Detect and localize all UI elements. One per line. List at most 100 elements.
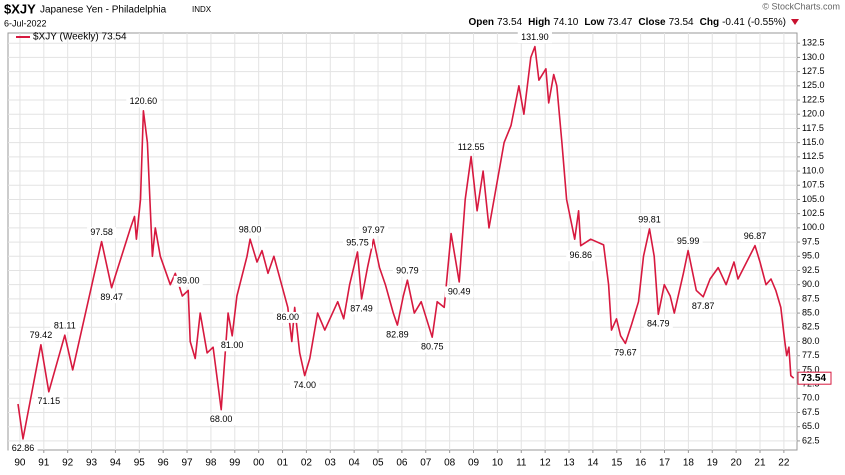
value-label-bg [34, 396, 64, 408]
quote-value: 73.47 [607, 17, 632, 28]
x-tick-label: 15 [611, 458, 623, 469]
y-tick-label: 70.0 [802, 393, 820, 403]
y-tick-label: 122.5 [802, 94, 825, 104]
x-tick-label: 06 [396, 458, 408, 469]
quote-value: 73.54 [497, 17, 522, 28]
y-tick-label: 82.5 [802, 322, 820, 332]
value-label-bg [358, 224, 388, 236]
value-label: 68.00 [210, 414, 233, 424]
y-tick-label: 95.0 [802, 251, 820, 261]
y-tick-label: 87.5 [802, 293, 820, 303]
value-label-bg [688, 301, 718, 313]
x-tick-label: 17 [659, 458, 671, 469]
value-label: 81.00 [221, 340, 244, 350]
quote-label: Chg [700, 17, 719, 28]
value-label-bg [87, 227, 117, 239]
x-tick-label: 10 [492, 458, 504, 469]
value-label: 80.75 [421, 342, 444, 352]
quote-label: Open [468, 17, 494, 28]
quote-value: -0.41 (-0.55%) [722, 17, 786, 28]
last-value-tag [797, 371, 832, 385]
value-label: 97.97 [362, 225, 385, 235]
y-tick-label: 85.0 [802, 307, 820, 317]
y-tick-label: 80.0 [802, 336, 820, 346]
price-line [17, 45, 795, 440]
x-tick-label: 98 [205, 458, 217, 469]
value-label-bg [643, 318, 673, 330]
y-tick-label: 90.0 [802, 279, 820, 289]
x-tick-label: 96 [158, 458, 170, 469]
x-tick-label: 08 [444, 458, 456, 469]
value-label: 71.15 [38, 396, 61, 406]
x-tick-label: 99 [229, 458, 241, 469]
y-tick-label: 120.0 [802, 109, 825, 119]
value-label: 96.86 [569, 250, 592, 260]
x-tick-label: 14 [587, 458, 599, 469]
y-tick-label: 130.0 [802, 52, 825, 62]
value-label-bg [235, 224, 265, 236]
value-label-bg [566, 250, 596, 262]
value-label-bg [454, 142, 489, 154]
value-label-bg [342, 237, 372, 249]
y-tick-label: 62.5 [802, 435, 820, 445]
date: 6-Jul-2022 [4, 18, 47, 28]
value-label: 79.42 [30, 330, 53, 340]
x-tick-label: 07 [420, 458, 432, 469]
quote-label: Close [638, 17, 666, 28]
value-label-bg [50, 320, 80, 332]
value-label: 112.55 [458, 142, 485, 152]
value-label-bg [673, 236, 703, 248]
value-label-bg [417, 341, 447, 353]
x-tick-label: 97 [181, 458, 193, 469]
x-tick-label: 11 [516, 458, 527, 469]
value-label: 89.47 [100, 292, 123, 302]
x-tick-label: 92 [62, 458, 74, 469]
value-label: 62.86 [12, 443, 35, 453]
x-tick-label: 04 [349, 458, 361, 469]
x-tick-label: 91 [38, 458, 50, 469]
quote: Open 73.54 High 74.10 Low 73.47 Close 73.54 Chg -… [468, 17, 786, 28]
value-label-bg [740, 231, 770, 243]
y-tick-label: 110.0 [802, 165, 824, 175]
x-tick-label: 21 [754, 458, 766, 469]
symbol: $XJY [4, 1, 36, 16]
value-label: 97.58 [90, 227, 113, 237]
y-tick-label: 115.0 [802, 137, 824, 147]
value-label: 120.60 [130, 96, 158, 106]
value-label-bg [610, 347, 640, 359]
y-tick-label: 125.0 [802, 80, 825, 90]
value-label-bg [392, 265, 422, 277]
quote-value: 74.10 [553, 17, 578, 28]
value-label: 74.00 [293, 380, 316, 390]
x-tick-label: 22 [778, 458, 790, 469]
value-label: 79.67 [614, 348, 637, 358]
value-label-bg [347, 303, 377, 315]
down-arrow [791, 19, 799, 25]
value-label-bg [217, 340, 247, 352]
value-label-bg [97, 292, 127, 304]
quote-value: 73.54 [669, 17, 694, 28]
y-tick-label: 117.5 [802, 123, 824, 133]
value-label: 98.00 [239, 225, 262, 235]
value-label: 86.00 [277, 312, 300, 322]
x-tick-label: 16 [635, 458, 647, 469]
value-label-bg [444, 286, 474, 298]
value-label-bg [126, 96, 161, 108]
exchange: INDX [192, 5, 212, 14]
value-label: 90.79 [396, 266, 419, 276]
instrument-name: Japanese Yen - Philadelphia [40, 5, 167, 16]
x-tick-label: 03 [325, 458, 337, 469]
y-tick-label: 97.5 [802, 236, 820, 246]
y-tick-label: 100.0 [802, 222, 825, 232]
value-label: 95.75 [346, 237, 369, 247]
x-tick-label: 05 [372, 458, 384, 469]
value-label: 87.87 [692, 301, 715, 311]
value-label-bg [634, 214, 664, 226]
x-tick-label: 18 [683, 458, 695, 469]
x-tick-label: 19 [707, 458, 719, 469]
y-tick-label: 65.0 [802, 421, 820, 431]
value-label-bg [206, 414, 236, 426]
value-label-bg [8, 443, 38, 455]
y-tick-label: 77.5 [802, 350, 820, 360]
